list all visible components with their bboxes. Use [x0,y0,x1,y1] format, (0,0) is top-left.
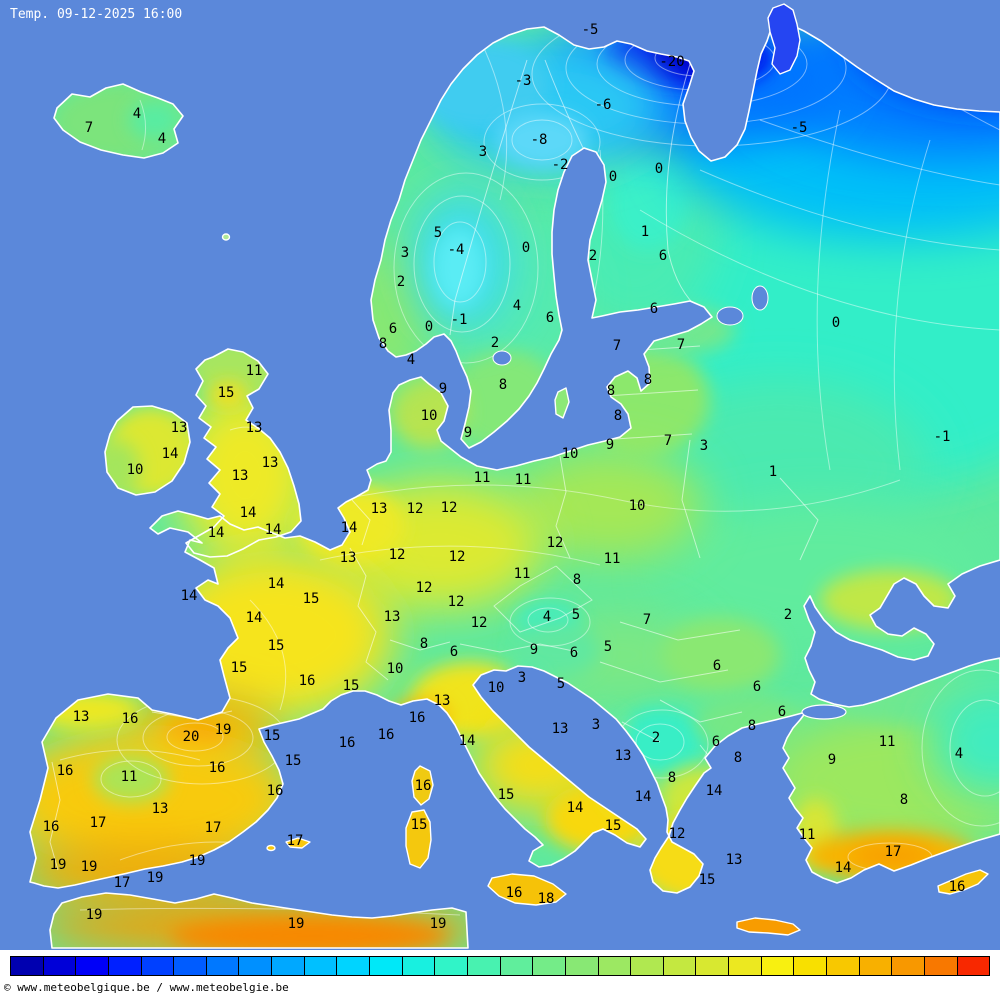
lake-ladoga [716,306,744,326]
scale-segment [174,957,207,975]
scale-segment [370,957,403,975]
sea-of-marmara [801,704,847,720]
islands [221,3,989,936]
scale-segment [206,957,240,975]
copyright-text: © www.meteobelgique.be / www.meteobelgie… [4,981,289,994]
scale-segment [337,957,371,975]
scale-segment [239,957,273,975]
scale-segment [76,957,109,975]
scale-segment [402,957,436,975]
scale-segment [272,957,305,975]
balearic-islet [266,844,276,852]
scale-segment [859,957,893,975]
scale-segment [435,957,468,975]
lakes [492,285,847,720]
scale-segment [631,957,664,975]
sardinia-island [405,809,432,869]
scale-segment [565,957,599,975]
europe-temperature-map [0,0,1000,952]
corsica-island [411,765,434,806]
scale-segment [957,957,990,975]
scale-segment [794,957,828,975]
scale-segment [598,957,632,975]
footer: © www.meteobelgique.be / www.meteobelgie… [0,950,1000,1000]
scale-segment [467,957,501,975]
novaya-zemlya-island [767,3,801,75]
scale-segment [108,957,142,975]
scale-segment [892,957,925,975]
scale-segment [729,957,762,975]
gotland-island [554,387,570,419]
scale-segment [663,957,697,975]
coastlines [29,20,1000,949]
map-title: Temp. 09-12-2025 16:00 [10,7,183,22]
scale-segment [11,957,44,975]
scale-segment [43,957,77,975]
scale-segment [304,957,338,975]
scale-segment [696,957,730,975]
balearic-island [285,837,311,849]
scale-segment [500,957,534,975]
lake-onega [751,285,769,311]
map-area: 3 -3 -8 -2 -5 -6 0 0 -20 -5 7 4 4 3 5 -4 0 2 1 6 2 4 6 6 -1 0 6 2 8 4… [0,0,1000,952]
scale-segment [827,957,860,975]
scale-segment [924,957,958,975]
scale-segment [761,957,795,975]
lake-vanern [492,350,512,366]
scale-segment [533,957,566,975]
faroe-island [221,233,231,241]
sicily-island [487,873,567,906]
scale-segment [141,957,175,975]
cyprus-island [937,869,989,895]
temperature-color-scale [10,956,990,976]
crete-island [736,917,801,936]
